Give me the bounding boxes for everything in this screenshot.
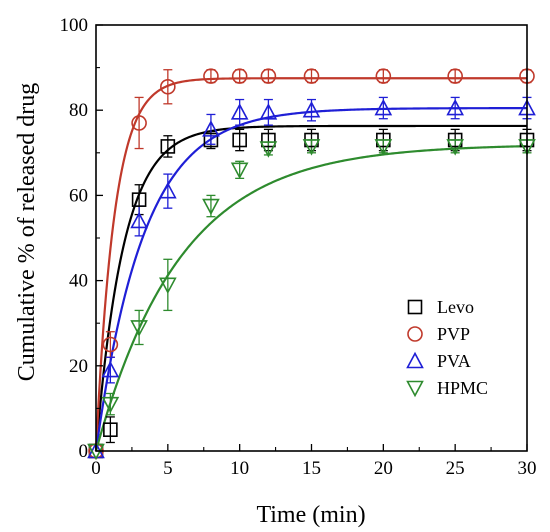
marker-pva (259, 103, 278, 120)
marker-levo (160, 139, 176, 154)
y-axis-title: Cumulative % of released drug (14, 83, 40, 382)
marker-hpmc (230, 162, 249, 180)
x-tick-label: 15 (302, 458, 321, 479)
legend-label-levo: Levo (437, 297, 474, 317)
legend-marker-hpmc (406, 380, 424, 398)
marker-levo (203, 132, 219, 148)
marker-hpmc (101, 396, 120, 414)
x-tick-label: 20 (374, 458, 393, 479)
marker-pvp (260, 68, 277, 84)
marker-hpmc (302, 139, 321, 156)
marker-hpmc (158, 277, 177, 295)
marker-pvp (160, 78, 176, 95)
legend-label-pvp: PVP (437, 324, 470, 344)
marker-hpmc (259, 141, 278, 158)
axes (95, 24, 528, 452)
x-tick-label: 5 (163, 458, 173, 479)
legend-marker-pva (406, 351, 424, 369)
marker-pvp (447, 68, 463, 84)
legend-label-hpmc: HPMC (437, 378, 488, 398)
y-tick-label: 80 (69, 100, 88, 121)
x-tick-label: 0 (91, 458, 101, 479)
y-tick-label: 100 (60, 15, 89, 36)
marker-pva (202, 120, 220, 137)
tick-labels: 0 5 10 15 20 25 30 0 20 40 60 80 100 (60, 15, 537, 479)
marker-hpmc (130, 320, 148, 337)
marker-pva (374, 98, 393, 116)
marker-pvp (303, 68, 320, 84)
x-axis-title: Time (min) (256, 502, 365, 528)
marker-levo (131, 192, 147, 207)
legend-marker-levo (407, 299, 423, 315)
marker-levo (261, 132, 276, 148)
marker-pva (446, 98, 465, 116)
marker-pvp (203, 68, 219, 84)
y-tick-label: 0 (79, 441, 89, 462)
x-tick-label: 10 (230, 458, 249, 479)
y-tick-label: 20 (69, 356, 88, 377)
marker-levo (103, 422, 118, 438)
marker-pvp (102, 336, 119, 353)
x-tick-label: 30 (518, 458, 537, 479)
marker-hpmc (446, 139, 465, 156)
marker-pva (101, 360, 120, 378)
marker-hpmc (202, 198, 220, 216)
marker-levo (232, 132, 247, 148)
marker-pva (158, 181, 177, 199)
marker-pva (230, 103, 249, 120)
marker-pva (130, 211, 148, 229)
legend-label-pva: PVA (437, 351, 471, 371)
y-tick-label: 60 (69, 185, 88, 206)
data-markers (87, 68, 536, 461)
marker-pvp (131, 115, 147, 131)
y-tick-label: 40 (69, 271, 88, 292)
legend: Levo PVP PVA HPMC (406, 297, 488, 398)
marker-pvp (231, 68, 248, 84)
legend-marker-pvp (407, 326, 423, 342)
marker-pva (302, 101, 321, 118)
marker-hpmc (374, 139, 393, 156)
marker-pvp (375, 68, 392, 84)
x-tick-label: 25 (446, 458, 465, 479)
